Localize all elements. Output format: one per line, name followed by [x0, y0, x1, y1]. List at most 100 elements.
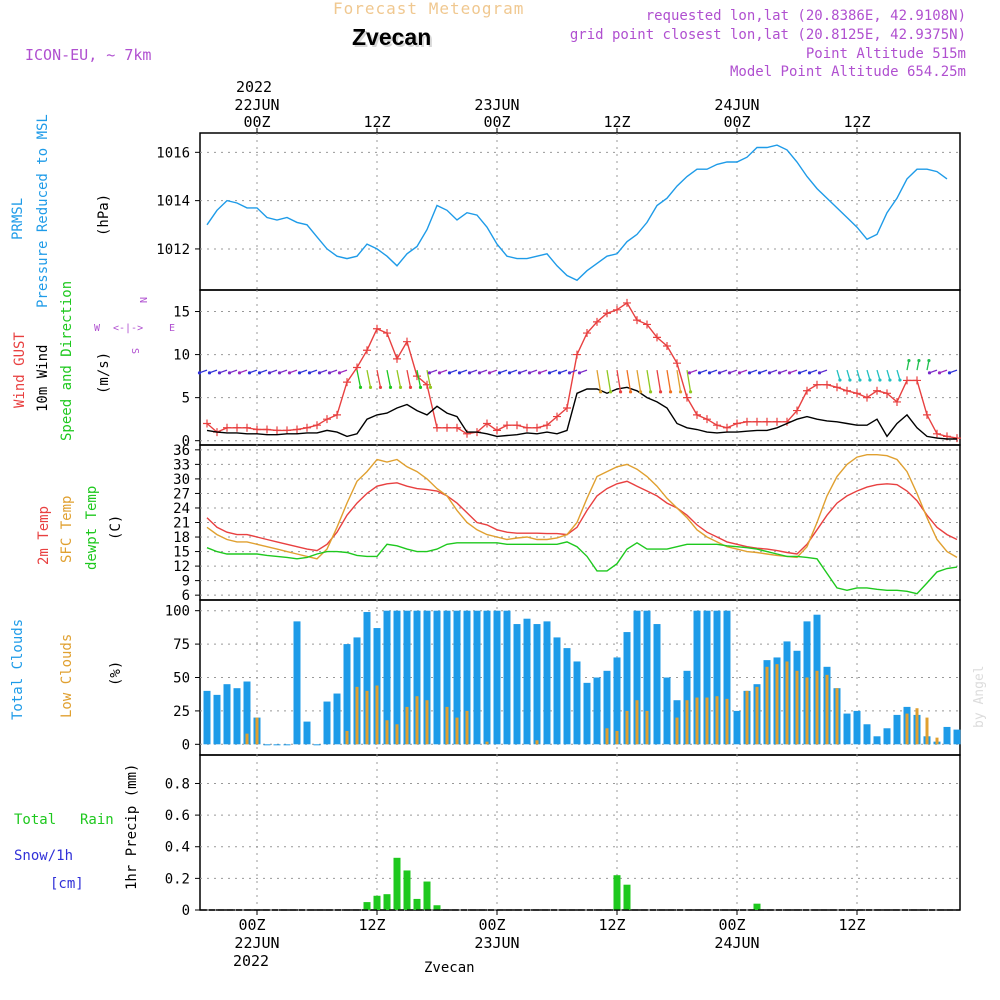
- total-cloud-bar: [653, 624, 661, 745]
- total-cloud-bar: [343, 644, 351, 745]
- gust-marker: [503, 421, 511, 430]
- gust-marker: [553, 412, 561, 421]
- wind-arrow: [366, 369, 372, 388]
- wind-arrow: [426, 369, 432, 388]
- precip-unit-label: 1hr Precip (mm): [124, 764, 140, 890]
- wind-arrow-head: [388, 385, 393, 390]
- gust-marker: [923, 410, 931, 419]
- wind-arrow-head: [628, 390, 633, 394]
- total-cloud-bar: [303, 721, 311, 745]
- compass-west: W: [94, 323, 101, 334]
- low-cloud-bar: [485, 741, 489, 745]
- gust-marker: [493, 426, 501, 435]
- gust-marker: [663, 341, 671, 350]
- wind-arrow-head: [567, 371, 572, 375]
- rain-bar: [613, 875, 621, 910]
- gust-marker: [453, 423, 461, 432]
- meteogram-subtitle: Forecast Meteogram: [333, 0, 525, 18]
- wind-arrow-head: [688, 390, 693, 394]
- wind-arrow-head: [927, 358, 931, 363]
- temp2m-line: [206, 480, 958, 555]
- gust-line: [206, 301, 958, 439]
- gust-marker: [623, 298, 631, 307]
- wind-arrow-head: [557, 371, 562, 375]
- wind-arrow-head: [287, 371, 292, 375]
- wind-arrow-head: [727, 371, 732, 375]
- gridpoint-coords: grid point closest lon,lat (20.8125E, 42…: [569, 27, 966, 43]
- dewpt-line: [206, 541, 958, 595]
- wind-arrow-head: [817, 371, 822, 375]
- prmsl-line: [206, 144, 948, 282]
- rain-bar: [753, 903, 761, 910]
- gust-marker: [513, 421, 521, 430]
- wind-arrow: [386, 369, 392, 388]
- total-cloud-bar: [953, 729, 961, 745]
- wind-dir-label: Speed and Direction: [59, 281, 75, 441]
- wind-arrow-head: [777, 371, 782, 375]
- bottom-year-label: 2022: [233, 952, 269, 970]
- wind-unit-label: (m/s): [96, 352, 112, 394]
- rain-bar: [413, 898, 421, 910]
- wind-arrow: [856, 369, 861, 381]
- ytick-label: 12: [173, 559, 190, 575]
- ytick-label: 6: [182, 588, 190, 604]
- low-cloud-bar: [445, 706, 449, 745]
- wind-arrow-head: [527, 371, 532, 375]
- wind-arrow-head: [447, 371, 452, 375]
- ytick-label: 21: [173, 516, 190, 532]
- bottom-time-label: 12Z: [598, 916, 625, 934]
- gust-marker: [323, 415, 331, 424]
- gust-marker: [673, 359, 681, 368]
- wind-arrow-head: [408, 385, 413, 390]
- wind-arrow: [656, 369, 662, 392]
- gust-marker: [583, 329, 591, 338]
- gust-marker: [573, 350, 581, 359]
- total-cloud-bar: [863, 724, 871, 745]
- ytick-label: 1016: [156, 145, 190, 161]
- ytick-label: 75: [173, 637, 190, 653]
- total-cloud-bar: [583, 682, 591, 745]
- ytick-label: 30: [173, 472, 190, 488]
- low-cloud-bar: [365, 690, 369, 745]
- temp2m-label: 2m Temp: [36, 506, 52, 565]
- total-cloud-bar: [613, 657, 621, 745]
- ytick-label: 36: [173, 443, 190, 459]
- wind-arrow-head: [807, 371, 812, 375]
- bottom-time-label: 00Z: [718, 916, 745, 934]
- rain-bar: [433, 905, 441, 910]
- ytick-label: 25: [173, 704, 190, 720]
- low-cloud-bar: [355, 686, 359, 745]
- gust-marker: [533, 423, 541, 432]
- total-cloud-bar: [243, 681, 251, 745]
- gust-marker: [773, 417, 781, 426]
- low-cloud-bar: [835, 688, 839, 745]
- wind-arrow-head: [717, 371, 722, 375]
- wind-arrow-head: [927, 371, 932, 375]
- wind-arrow-head: [907, 358, 911, 363]
- total-cloud-bar: [283, 744, 291, 746]
- wind-arrow-head: [848, 378, 852, 382]
- low-cloud-bar: [755, 686, 759, 745]
- total-cloud-bar: [623, 632, 631, 745]
- bottom-time-label: 00Z: [238, 916, 265, 934]
- total-cloud-bar: [393, 610, 401, 745]
- low-cloud-bar: [465, 710, 469, 745]
- gust-marker: [593, 317, 601, 326]
- footer-location: Zvecan: [424, 960, 475, 976]
- total-cloud-bar: [873, 736, 881, 745]
- wind-arrow-head: [697, 371, 702, 375]
- wind-arrow-head: [467, 371, 472, 375]
- wind-arrow-head: [577, 371, 582, 375]
- rain-label: Rain: [80, 812, 114, 828]
- total-cloud-bar: [633, 610, 641, 745]
- wind-arrow-head: [418, 385, 423, 390]
- ytick-label: 0.8: [165, 776, 190, 792]
- low-cloud-bar: [375, 685, 379, 745]
- low-cloud-bar: [805, 677, 809, 745]
- low-cloud-bar: [905, 713, 909, 745]
- snow-unit-label: [cm]: [50, 876, 84, 892]
- gust-marker: [853, 389, 861, 398]
- sfctemp-line: [206, 454, 958, 560]
- gust-marker: [873, 386, 881, 395]
- wind-arrow-head: [888, 378, 892, 382]
